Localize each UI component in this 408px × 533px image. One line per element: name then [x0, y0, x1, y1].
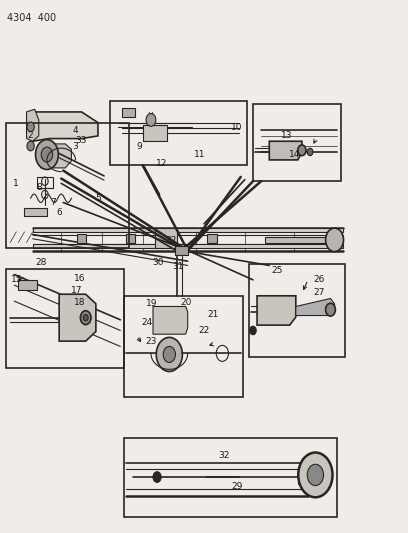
- Circle shape: [153, 472, 161, 482]
- Text: 26: 26: [313, 276, 325, 284]
- Text: 17: 17: [71, 286, 82, 295]
- Text: 32: 32: [165, 237, 176, 245]
- Text: 25: 25: [272, 266, 283, 275]
- Bar: [6, 269, 124, 368]
- Circle shape: [326, 303, 335, 316]
- Text: 8: 8: [37, 183, 42, 192]
- Text: 29: 29: [231, 482, 242, 490]
- Text: 32: 32: [219, 451, 230, 460]
- Circle shape: [163, 346, 175, 362]
- Text: 10: 10: [231, 124, 242, 132]
- Polygon shape: [33, 228, 343, 232]
- Circle shape: [307, 148, 313, 156]
- Polygon shape: [257, 296, 296, 325]
- Circle shape: [156, 337, 182, 372]
- Text: 6: 6: [56, 208, 62, 216]
- Polygon shape: [265, 237, 335, 243]
- Text: 14: 14: [289, 150, 300, 159]
- Polygon shape: [122, 108, 135, 117]
- Circle shape: [80, 311, 91, 325]
- Text: 7: 7: [50, 198, 56, 207]
- Text: 5: 5: [95, 194, 101, 203]
- Circle shape: [250, 326, 256, 335]
- Polygon shape: [27, 109, 39, 141]
- Polygon shape: [126, 234, 135, 243]
- Bar: [249, 264, 345, 357]
- Circle shape: [326, 228, 344, 252]
- Polygon shape: [298, 470, 304, 484]
- Polygon shape: [153, 306, 188, 334]
- Polygon shape: [77, 234, 86, 243]
- Circle shape: [83, 314, 88, 321]
- Circle shape: [27, 122, 34, 132]
- Polygon shape: [207, 234, 217, 243]
- Circle shape: [298, 453, 333, 497]
- Text: 4304  400: 4304 400: [7, 13, 56, 23]
- Polygon shape: [59, 294, 96, 341]
- Circle shape: [307, 464, 324, 486]
- Text: 24: 24: [141, 318, 153, 327]
- Circle shape: [35, 140, 58, 169]
- Text: 13: 13: [281, 132, 293, 140]
- Text: 3: 3: [73, 142, 78, 151]
- Text: 28: 28: [35, 258, 47, 266]
- Circle shape: [41, 147, 53, 162]
- Text: 1: 1: [13, 180, 19, 188]
- Polygon shape: [18, 280, 37, 290]
- Polygon shape: [269, 141, 302, 160]
- Text: 21: 21: [207, 310, 219, 319]
- Text: 31: 31: [173, 262, 184, 271]
- Bar: [253, 104, 341, 181]
- Text: 2: 2: [28, 132, 33, 140]
- Text: 22: 22: [198, 326, 210, 335]
- Text: 16: 16: [74, 274, 85, 282]
- Polygon shape: [155, 228, 177, 248]
- Polygon shape: [175, 246, 188, 255]
- Bar: [124, 296, 243, 397]
- Text: 11: 11: [194, 150, 206, 159]
- Text: 18: 18: [74, 298, 86, 307]
- Polygon shape: [24, 208, 47, 216]
- Polygon shape: [33, 244, 343, 248]
- Polygon shape: [41, 144, 71, 168]
- Text: 20: 20: [180, 298, 191, 307]
- Polygon shape: [33, 112, 98, 141]
- Circle shape: [27, 141, 34, 151]
- Text: 23: 23: [145, 337, 157, 345]
- Text: 15: 15: [11, 276, 22, 284]
- Text: 30: 30: [153, 258, 164, 266]
- Circle shape: [298, 145, 306, 156]
- Text: 19: 19: [146, 300, 157, 308]
- Text: 4: 4: [73, 126, 78, 135]
- Text: 12: 12: [155, 159, 167, 167]
- Polygon shape: [296, 298, 335, 316]
- Polygon shape: [143, 125, 167, 141]
- Bar: [110, 101, 247, 165]
- Text: 9: 9: [137, 142, 142, 150]
- Text: 33: 33: [75, 136, 86, 145]
- Circle shape: [146, 114, 156, 126]
- Bar: [6, 123, 129, 248]
- Text: 27: 27: [313, 288, 325, 296]
- Bar: [124, 438, 337, 517]
